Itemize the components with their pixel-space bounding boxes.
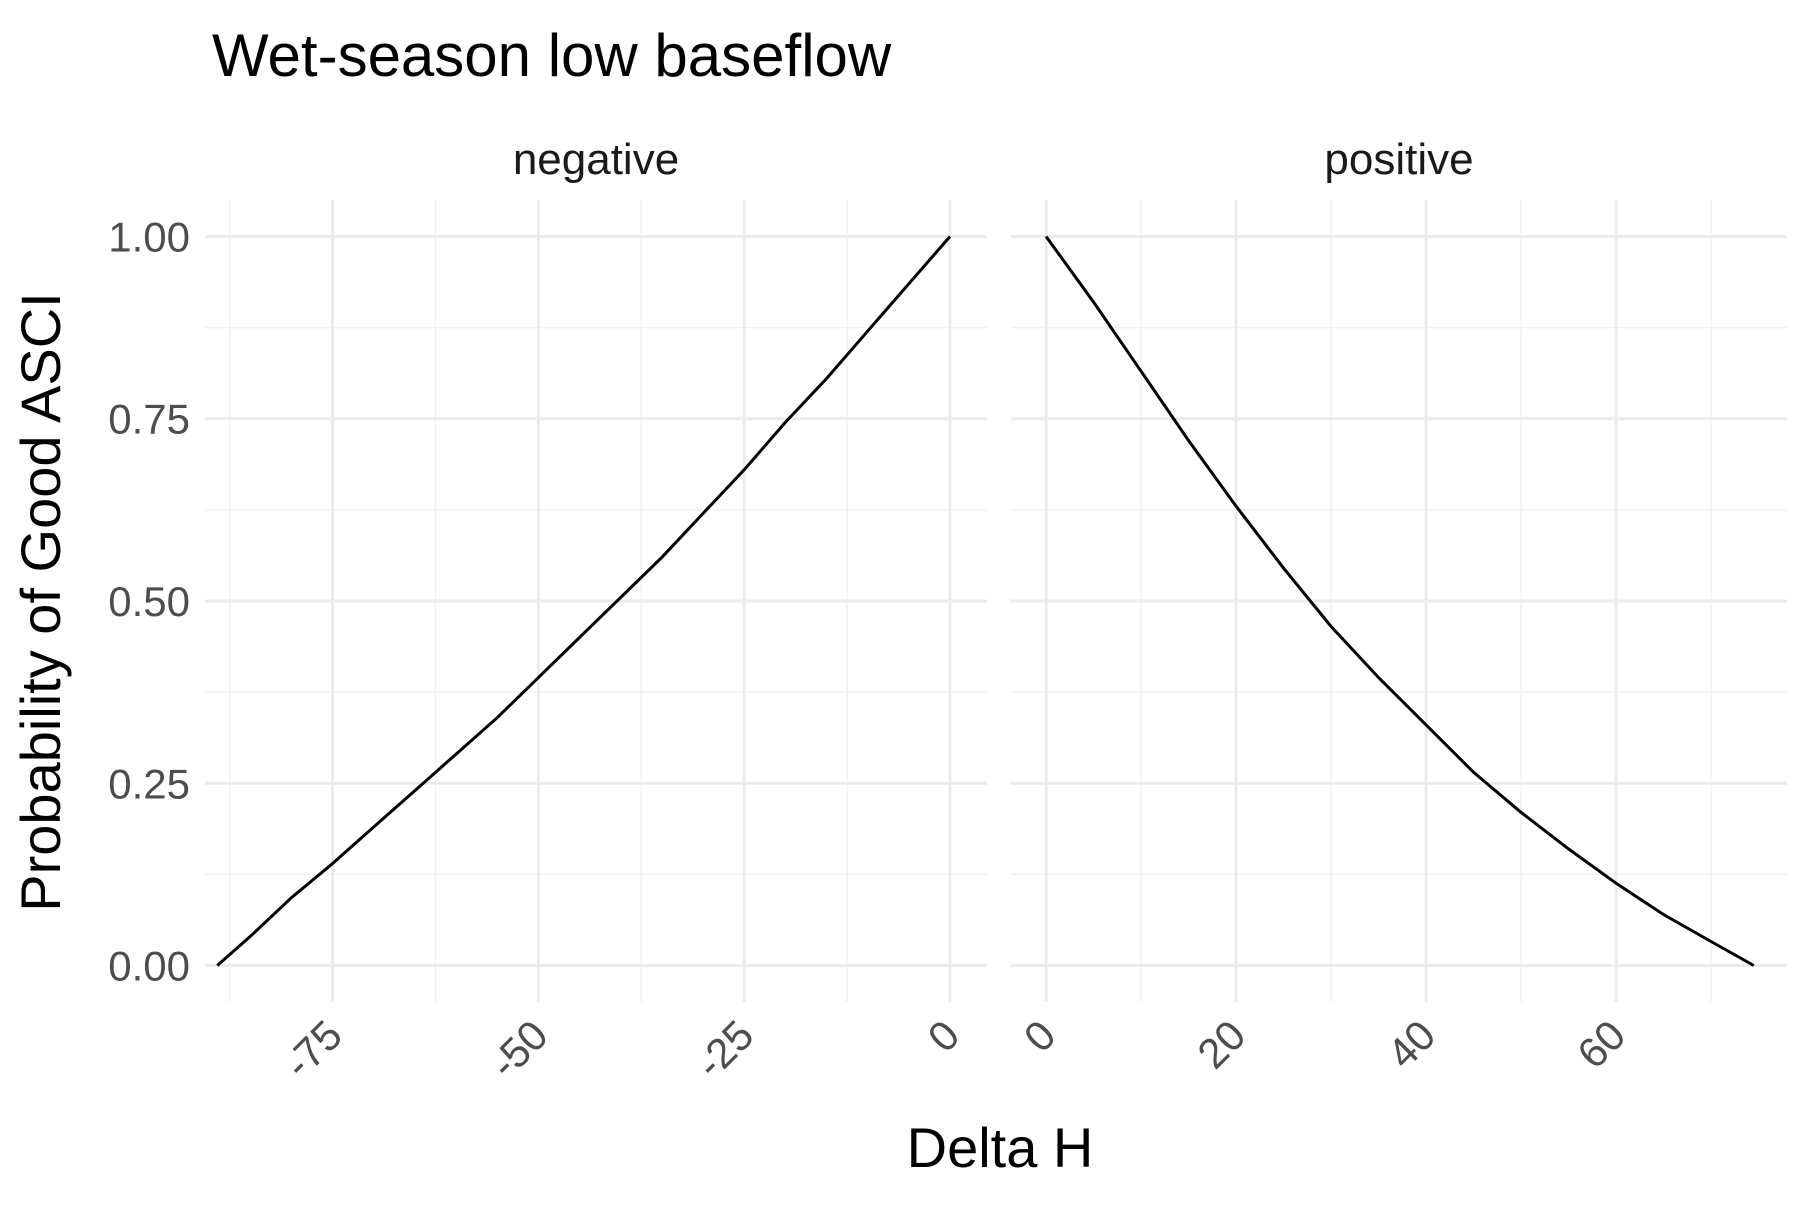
series-line-positive [1044,235,1755,967]
y-axis-label: Probability of Good ASCI [9,292,72,911]
y-tick-label: 0.25 [108,760,190,807]
x-tick-label: 60 [1568,1011,1634,1077]
y-tick-label: 0.75 [108,396,190,443]
y-tick-label: 0.00 [108,943,190,990]
facet-strip-label-negative: negative [513,135,679,184]
series-line-negative [216,235,952,967]
x-tick-label: -50 [481,1011,557,1087]
y-tick-label: 1.00 [108,213,190,260]
x-tick-label: 0 [919,1011,969,1061]
facet-strip-label-positive: positive [1324,135,1473,184]
x-tick-label: 20 [1188,1011,1254,1077]
x-tick-label: 40 [1378,1011,1444,1077]
x-tick-label: 0 [1015,1011,1065,1061]
y-tick-label: 0.50 [108,578,190,625]
x-axis-label: Delta H [907,1116,1094,1179]
x-tick-label: -25 [686,1011,762,1087]
x-tick-label: -75 [275,1011,351,1087]
facet-panel-negative: negative -75 -50 -25 0 [205,135,987,1087]
chart-title: Wet-season low baseflow [212,22,892,89]
facet-panel-positive: positive 0 20 40 60 [1011,135,1787,1077]
